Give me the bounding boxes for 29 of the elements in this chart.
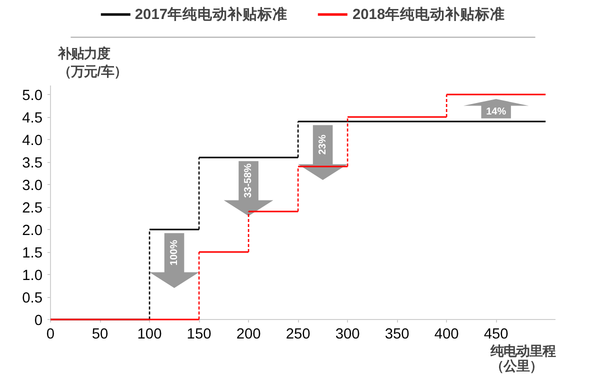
x-tick-label: 200 <box>236 326 261 342</box>
x-tick-label: 100 <box>137 326 162 342</box>
x-tick-label: 300 <box>335 326 360 342</box>
y-tick-label: 1.0 <box>22 268 42 284</box>
y-tick-label: 1.5 <box>22 246 42 262</box>
x-tick-label: 450 <box>484 326 508 342</box>
x-tick-label: 250 <box>286 326 310 342</box>
y-tick-label: 0 <box>34 313 43 329</box>
annotation: 33-58% <box>243 163 254 198</box>
annotation: 14% <box>486 106 506 118</box>
x-tick-label: 50 <box>92 326 108 342</box>
legend-label: 2018年纯电动补贴标准 <box>352 6 506 24</box>
annotation: 100% <box>168 240 180 266</box>
x-tick-label: 0 <box>46 326 55 342</box>
y-tick-label: 4.5 <box>22 110 42 126</box>
y-tick-label: 0.5 <box>22 290 42 306</box>
y-tick-label: 3.0 <box>22 178 42 194</box>
y-tick-label: 3.5 <box>22 156 42 172</box>
x-tick-label: 150 <box>186 326 212 342</box>
y-tick-label: 2.5 <box>22 200 42 216</box>
x-axis-title: 纯电动里程（公里） <box>490 344 556 374</box>
y-axis-title: 补贴力度（万元/车） <box>57 46 127 79</box>
y-tick-label: 4.0 <box>22 133 42 149</box>
y-tick-label: 2.0 <box>22 223 42 239</box>
x-tick-label: 400 <box>434 326 459 342</box>
annotation: 23% <box>317 134 328 155</box>
y-tick-label: 5.0 <box>22 88 42 104</box>
x-tick-label: 350 <box>384 326 410 342</box>
legend-label: 2017年纯电动补贴标准 <box>134 6 288 24</box>
